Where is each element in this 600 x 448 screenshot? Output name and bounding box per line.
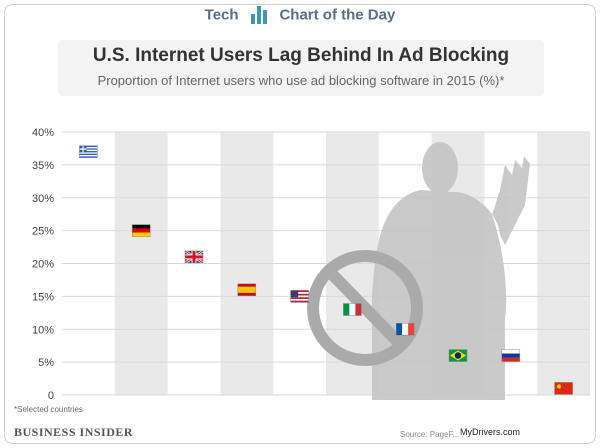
data-point-france-flag [395,323,415,336]
data-point-usa-flag [290,290,309,303]
data-point-china-flag [554,382,573,395]
y-tick-label: 15% [32,291,54,303]
footnote: *Selected countries [14,405,83,414]
source-note: Source: PageF... [400,430,460,439]
data-point-greece-flag [79,145,98,158]
chart-subtitle: Proportion of Internet users who use ad … [97,73,505,88]
tech-label: Tech [204,6,239,24]
y-tick-label: 30% [32,193,54,205]
data-point-spain-flag [237,283,257,297]
data-point-uk-flag [184,249,204,264]
chart-header: U.S. Internet Users Lag Behind In Ad Blo… [58,40,544,96]
y-tick-label: 35% [32,160,54,172]
y-tick-label: 10% [32,324,54,336]
data-point-russia-flag [501,349,521,362]
y-tick-label: 5% [38,357,54,369]
chart-of-the-day-label: Chart of the Day [279,6,396,24]
data-point-brazil-flag [448,349,468,362]
chart-area: 0 5% 10% 15% 20% 25% 30% 35% 40% [32,127,590,400]
y-tick-label: 40% [32,127,54,139]
chart-logo-icon [251,6,268,24]
data-point-germany-flag [131,224,151,237]
brand-logo: BUSINESS INSIDER [14,425,134,439]
y-tick-label: 0 [48,390,54,400]
y-tick-label: 20% [32,259,54,271]
no-sign-icon [307,250,423,366]
chart-title: U.S. Internet Users Lag Behind In Ad Blo… [92,45,510,66]
y-tick-label: 25% [32,226,54,238]
top-banner: Tech Chart of the Day [0,6,600,32]
watermark: MyDrivers.com [460,427,520,437]
data-point-italy-flag [343,303,362,316]
